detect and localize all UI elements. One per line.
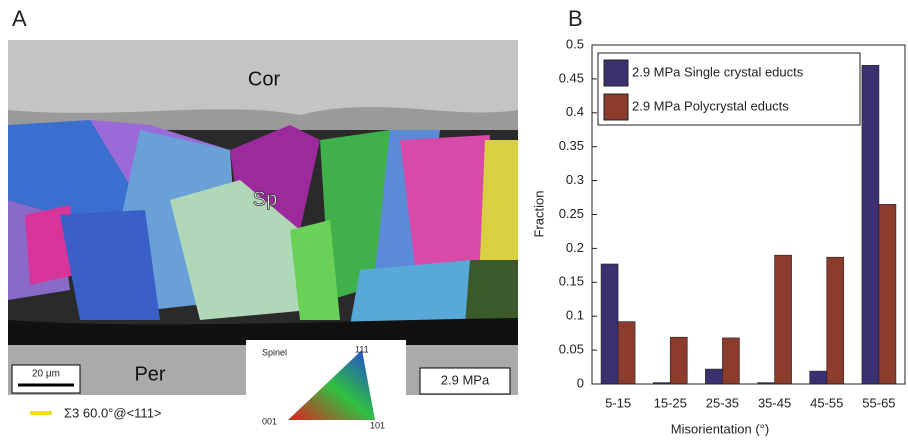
y-tick-label: 0.1 bbox=[566, 308, 584, 323]
x-tick-label: 25-35 bbox=[706, 395, 739, 410]
x-tick-label: 55-65 bbox=[862, 395, 895, 410]
y-tick-label: 0.5 bbox=[566, 36, 584, 51]
key-title: Spinel bbox=[262, 347, 287, 357]
bar bbox=[618, 322, 635, 384]
y-tick-label: 0 bbox=[577, 375, 584, 390]
y-tick-label: 0.45 bbox=[559, 70, 584, 85]
y-tick-label: 0.25 bbox=[559, 206, 584, 221]
bar bbox=[775, 255, 792, 384]
key-corner: 111 bbox=[355, 344, 369, 354]
legend-label: 2.9 MPa Polycrystal educts bbox=[632, 98, 789, 113]
bar bbox=[670, 337, 687, 384]
phase-label: Per bbox=[134, 363, 165, 385]
bar bbox=[601, 264, 618, 384]
y-tick-label: 0.15 bbox=[559, 274, 584, 289]
bar bbox=[827, 257, 844, 384]
y-tick-label: 0.05 bbox=[559, 342, 584, 357]
y-tick-label: 0.4 bbox=[566, 104, 584, 119]
pressure-label: 2.9 MPa bbox=[441, 372, 490, 387]
phase-label: Cor bbox=[248, 68, 281, 90]
bar bbox=[879, 204, 896, 384]
boundary-legend: Σ3 60.0°@<111> bbox=[64, 405, 162, 420]
scale-bar: 20 μm bbox=[32, 369, 60, 380]
x-axis-label: Misorientation (°) bbox=[671, 421, 769, 436]
bar bbox=[810, 371, 827, 384]
bar bbox=[862, 65, 879, 384]
y-tick-label: 0.3 bbox=[566, 172, 584, 187]
key-corner: 101 bbox=[370, 420, 385, 430]
panel-label: A bbox=[12, 6, 27, 31]
phase-label: Sp bbox=[253, 188, 277, 210]
x-tick-label: 15-25 bbox=[654, 395, 687, 410]
x-tick-label: 35-45 bbox=[758, 395, 791, 410]
x-tick-label: 45-55 bbox=[810, 395, 843, 410]
y-tick-label: 0.2 bbox=[566, 240, 584, 255]
x-tick-label: 5-15 bbox=[605, 395, 631, 410]
y-tick-label: 0.35 bbox=[559, 138, 584, 153]
bar bbox=[722, 338, 739, 384]
legend-label: 2.9 MPa Single crystal educts bbox=[632, 64, 804, 79]
y-axis-label: Fraction bbox=[531, 191, 546, 238]
micrograph: Cor Sp Per 20 μm 2.9 MPa Spinel 111 001 … bbox=[8, 40, 518, 432]
legend-swatch bbox=[604, 60, 628, 86]
key-corner: 001 bbox=[262, 416, 277, 426]
panel-label: B bbox=[568, 6, 583, 31]
legend-swatch bbox=[604, 94, 628, 120]
bar bbox=[705, 369, 722, 384]
figure: A Cor Sp Per 20 μm 2.9 MPa Spinel 111 bbox=[0, 0, 908, 440]
